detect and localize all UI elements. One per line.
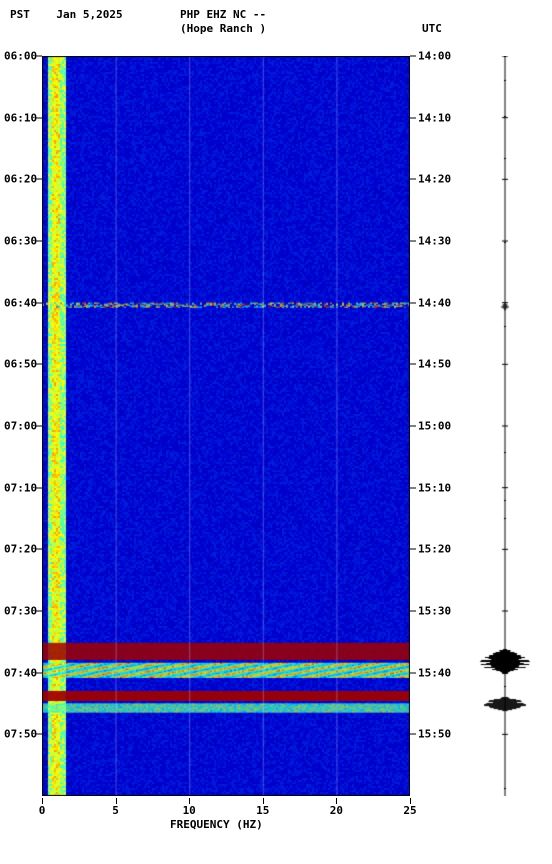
- y-tick-right: 14:00: [418, 50, 451, 63]
- y-tick-left: 06:10: [4, 111, 37, 124]
- x-tick: 15: [256, 804, 269, 817]
- y-tick-left: 06:40: [4, 296, 37, 309]
- spectrogram-plot: [42, 56, 410, 796]
- x-tick: 0: [39, 804, 46, 817]
- y-tick-right: 14:30: [418, 235, 451, 248]
- waveform-panel: [470, 56, 540, 796]
- y-tick-left: 07:10: [4, 481, 37, 494]
- y-tick-left: 07:00: [4, 420, 37, 433]
- y-tick-right: 15:20: [418, 543, 451, 556]
- y-tick-right: 15:30: [418, 605, 451, 618]
- y-tick-left: 07:20: [4, 543, 37, 556]
- y-tick-left: 06:00: [4, 50, 37, 63]
- y-tick-left: 07:30: [4, 605, 37, 618]
- y-tick-right: 14:40: [418, 296, 451, 309]
- y-tick-left: 06:30: [4, 235, 37, 248]
- y-tick-right: 15:10: [418, 481, 451, 494]
- y-tick-right: 14:50: [418, 358, 451, 371]
- station-line2: (Hope Ranch ): [180, 22, 266, 35]
- x-tick: 5: [112, 804, 119, 817]
- timezone-right: UTC: [422, 22, 442, 35]
- date-label: Jan 5,2025: [56, 8, 122, 21]
- y-tick-right: 15:40: [418, 666, 451, 679]
- spectrogram-canvas: [42, 56, 410, 796]
- x-tick: 25: [403, 804, 416, 817]
- timezone-left: PST Jan 5,2025: [10, 8, 123, 21]
- y-tick-right: 15:00: [418, 420, 451, 433]
- y-tick-right: 14:10: [418, 111, 451, 124]
- y-tick-left: 06:20: [4, 173, 37, 186]
- tz-left-label: PST: [10, 8, 30, 21]
- x-axis-label: FREQUENCY (HZ): [170, 818, 263, 831]
- y-tick-left: 07:50: [4, 728, 37, 741]
- x-tick: 10: [183, 804, 196, 817]
- waveform-canvas: [470, 56, 540, 796]
- station-line1: PHP EHZ NC --: [180, 8, 266, 21]
- x-tick: 20: [330, 804, 343, 817]
- y-tick-right: 14:20: [418, 173, 451, 186]
- y-tick-left: 06:50: [4, 358, 37, 371]
- y-tick-left: 07:40: [4, 666, 37, 679]
- y-tick-right: 15:50: [418, 728, 451, 741]
